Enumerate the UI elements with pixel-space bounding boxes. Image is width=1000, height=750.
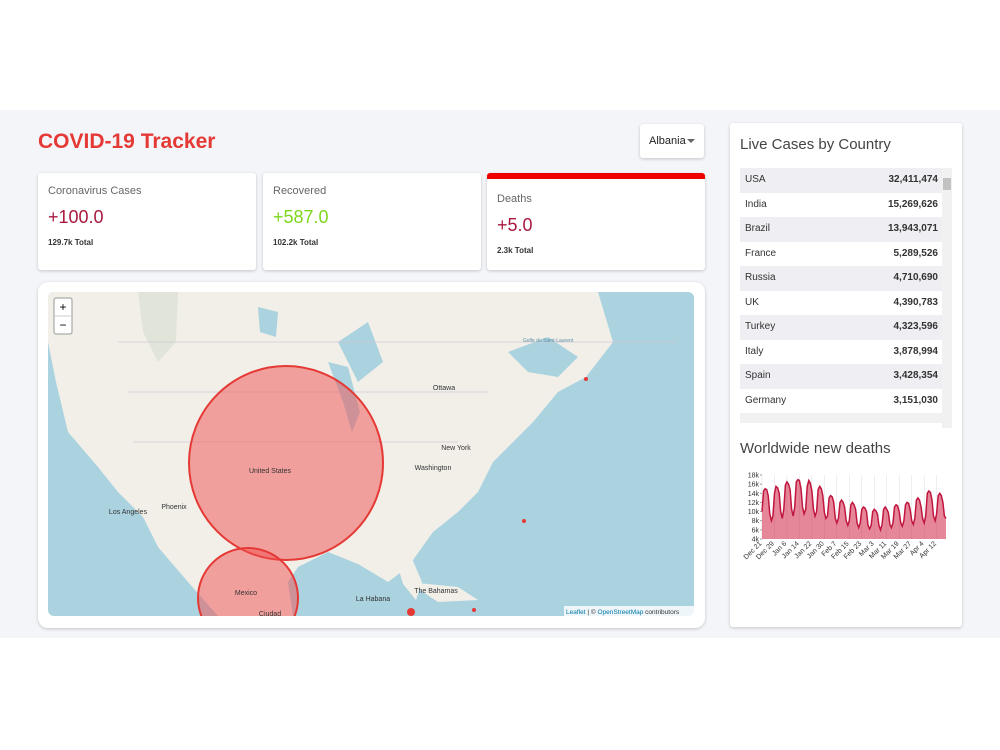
- case-count: 32,411,474: [888, 174, 939, 185]
- case-circle[interactable]: [522, 519, 526, 523]
- country-name: Italy: [745, 345, 764, 357]
- card-title: Deaths: [497, 193, 532, 205]
- map-tiles: [48, 292, 694, 628]
- case-count: 3,878,994: [893, 345, 939, 357]
- card-total: 102.2k Total: [273, 238, 319, 247]
- case-circle[interactable]: [197, 547, 299, 628]
- case-count: 13,943,071: [887, 223, 938, 234]
- table-row: Italy 3,878,994: [740, 339, 942, 364]
- y-tick-label: 12k: [748, 500, 760, 507]
- table-title: Live Cases by Country: [740, 136, 891, 153]
- map[interactable]: Ottawa New York Washington United States…: [38, 282, 705, 628]
- attribution-link[interactable]: OpenStreetMap: [597, 609, 643, 616]
- card-value: +5.0: [497, 215, 533, 235]
- table-row: USA 32,411,474: [740, 168, 942, 193]
- h-scrollbar[interactable]: [740, 413, 942, 423]
- country-name: Turkey: [745, 321, 776, 332]
- table-row: France 5,289,526: [740, 241, 942, 266]
- map-label: Ottawa: [433, 385, 455, 392]
- country-name: Germany: [745, 394, 787, 406]
- y-tick-label: 6k: [752, 527, 760, 534]
- attribution-text: | ©: [587, 608, 595, 616]
- map-label: Mexico: [235, 590, 257, 597]
- case-count: 3,428,354: [893, 370, 939, 381]
- case-circle[interactable]: [188, 365, 384, 561]
- country-name: Russia: [745, 272, 776, 283]
- map-label: New York: [441, 445, 471, 452]
- map-label: Phoenix: [161, 504, 187, 511]
- attribution-text: contributors: [645, 609, 680, 616]
- table-row: UK 4,390,783: [740, 290, 942, 315]
- case-count: 4,323,596: [893, 321, 939, 332]
- country-name: USA: [745, 174, 766, 185]
- map-label: The Bahamas: [414, 588, 458, 595]
- map-label: Ciudad: [259, 611, 281, 618]
- case-count: 4,390,783: [893, 296, 939, 308]
- area: [762, 479, 946, 539]
- case-circle[interactable]: [584, 377, 588, 381]
- card-total: 129.7k Total: [48, 238, 94, 247]
- attribution-link[interactable]: Leaflet: [566, 609, 586, 616]
- line: [761, 478, 947, 533]
- table-row: Spain 3,428,354: [740, 364, 942, 389]
- map-label: Washington: [415, 465, 452, 472]
- country-name: India: [745, 198, 767, 210]
- app-title: COVID-19 Tracker: [38, 130, 216, 153]
- table-row: Brazil 13,943,071: [740, 217, 942, 242]
- case-count: 5,289,526: [893, 247, 939, 259]
- scroll-thumb[interactable]: [943, 178, 951, 190]
- zoom-out[interactable]: −: [59, 318, 66, 332]
- y-tick-label: 16k: [748, 482, 760, 489]
- scrollbar[interactable]: [942, 168, 952, 428]
- table-row: Germany 3,151,030: [740, 388, 942, 413]
- map-container: Ottawa New York Washington United States…: [38, 282, 705, 628]
- card-value: +587.0: [273, 207, 329, 227]
- table-row: India 15,269,626: [740, 192, 942, 217]
- recovered-card[interactable]: Recovered +587.0 102.2k Total: [263, 173, 481, 270]
- country-select[interactable]: Albania: [640, 124, 704, 158]
- table-row: Turkey 4,323,596: [740, 315, 942, 340]
- country-name: France: [745, 247, 777, 259]
- y-tick-label: 14k: [748, 491, 760, 498]
- map-label: La Habana: [356, 596, 390, 603]
- attribution: Leaflet | © OpenStreetMap contributors: [566, 608, 680, 616]
- map-label: Golfe du Saint-Laurent: [523, 338, 574, 344]
- table-row: Russia 4,710,690: [740, 266, 942, 291]
- card-value: +100.0: [48, 207, 104, 227]
- case-count: 4,710,690: [893, 272, 939, 283]
- deaths-card[interactable]: Deaths +5.0 2.3k Total: [487, 173, 705, 270]
- y-tick-label: 4k: [752, 537, 760, 544]
- y-tick-label: 18k: [748, 473, 760, 480]
- y-tick-label: 10k: [748, 509, 760, 516]
- country-name: Spain: [745, 370, 771, 381]
- chart-title: Worldwide new deaths: [740, 440, 891, 457]
- card-title: Recovered: [273, 185, 327, 197]
- case-circle[interactable]: [407, 608, 415, 616]
- case-count: 3,151,030: [893, 394, 939, 406]
- case-count: 15,269,626: [887, 198, 938, 210]
- sidebar: Live Cases by Country USA 32,411,474 India…: [730, 123, 962, 627]
- country-name: UK: [745, 296, 759, 308]
- card-total: 2.3k Total: [497, 246, 534, 255]
- card-title: Coronavirus Cases: [48, 185, 142, 197]
- map-label: Los Angeles: [109, 509, 148, 516]
- case-circle[interactable]: [472, 608, 476, 612]
- country-name: Brazil: [745, 223, 771, 234]
- zoom-in[interactable]: +: [59, 300, 66, 314]
- y-tick-label: 8k: [752, 518, 760, 525]
- map-label: United States: [249, 468, 292, 475]
- cases-card[interactable]: Coronavirus Cases +100.0 129.7k Total: [38, 173, 256, 270]
